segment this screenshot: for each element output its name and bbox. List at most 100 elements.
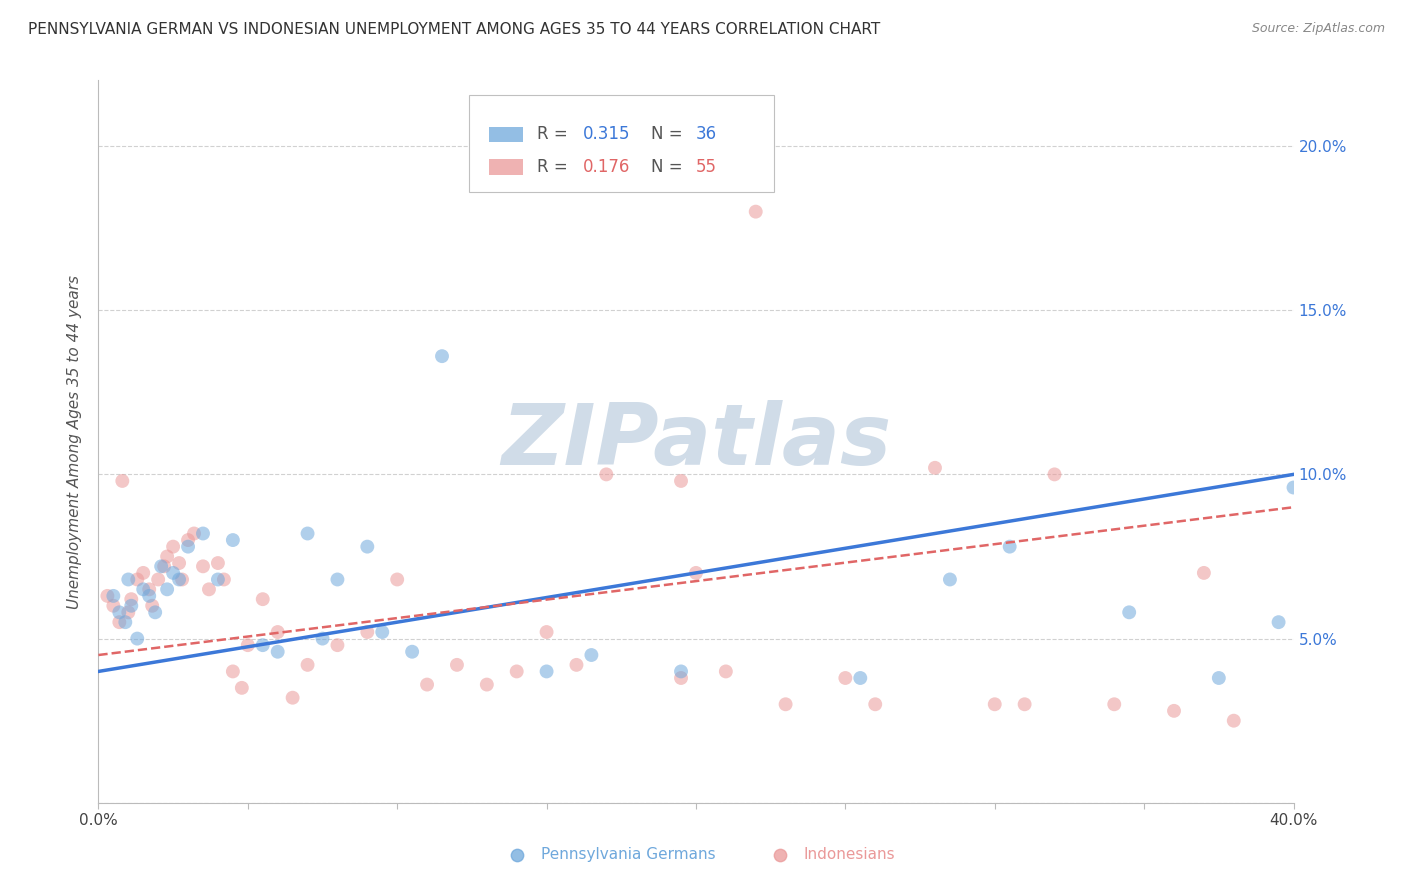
Point — [536, 665, 558, 679]
Point — [222, 665, 245, 679]
Point — [416, 677, 439, 691]
Point — [1104, 698, 1126, 712]
Point — [150, 559, 173, 574]
Point — [132, 566, 155, 580]
Point — [430, 349, 453, 363]
Point — [924, 460, 946, 475]
Point — [138, 589, 160, 603]
Point — [162, 566, 184, 580]
Bar — [489, 159, 523, 175]
Point — [236, 638, 259, 652]
Point — [565, 657, 588, 672]
Point — [177, 540, 200, 554]
Point — [191, 559, 214, 574]
Text: Pennsylvania Germans: Pennsylvania Germans — [541, 847, 716, 863]
Point — [1163, 704, 1185, 718]
Point — [167, 556, 190, 570]
Point — [108, 605, 131, 619]
Point — [117, 573, 139, 587]
Point — [356, 540, 378, 554]
Bar — [489, 127, 523, 143]
Text: 0.176: 0.176 — [582, 158, 630, 176]
Point — [198, 582, 221, 597]
Point — [138, 582, 160, 597]
Point — [326, 573, 349, 587]
Point — [127, 632, 149, 646]
Point — [132, 582, 155, 597]
Point — [183, 526, 205, 541]
Text: 0.315: 0.315 — [582, 126, 630, 144]
Point — [212, 573, 235, 587]
Point — [191, 526, 214, 541]
Point — [834, 671, 856, 685]
Point — [1043, 467, 1066, 482]
Point — [207, 556, 229, 570]
Text: Indonesians: Indonesians — [804, 847, 896, 863]
Point — [252, 592, 274, 607]
Point — [581, 648, 603, 662]
Point — [252, 638, 274, 652]
Point — [153, 559, 176, 574]
Point — [1192, 566, 1215, 580]
Point — [143, 605, 166, 619]
Point — [96, 589, 118, 603]
Point — [177, 533, 200, 547]
Point — [117, 605, 139, 619]
Point — [775, 698, 797, 712]
Point — [745, 204, 768, 219]
Point — [475, 677, 498, 691]
Point — [120, 599, 142, 613]
Point — [267, 625, 290, 640]
Point — [371, 625, 394, 640]
Point — [1282, 481, 1305, 495]
Point — [127, 573, 149, 587]
Point — [156, 549, 179, 564]
Point — [1118, 605, 1140, 619]
Point — [162, 540, 184, 554]
Point — [120, 592, 142, 607]
Point — [669, 665, 692, 679]
Point — [685, 566, 707, 580]
Y-axis label: Unemployment Among Ages 35 to 44 years: Unemployment Among Ages 35 to 44 years — [67, 275, 83, 608]
Point — [141, 599, 163, 613]
Point — [267, 645, 290, 659]
Text: 55: 55 — [696, 158, 717, 176]
Point — [103, 599, 125, 613]
Text: R =: R = — [537, 158, 574, 176]
Point — [536, 625, 558, 640]
Text: R =: R = — [537, 126, 574, 144]
Point — [506, 665, 529, 679]
Point — [865, 698, 887, 712]
Point — [1208, 671, 1230, 685]
Point — [984, 698, 1007, 712]
Point — [849, 671, 872, 685]
Point — [1014, 698, 1036, 712]
Text: N =: N = — [651, 158, 688, 176]
Text: ZIPatlas: ZIPatlas — [501, 400, 891, 483]
Point — [669, 474, 692, 488]
Point — [103, 589, 125, 603]
Point — [998, 540, 1021, 554]
Point — [297, 657, 319, 672]
Text: Source: ZipAtlas.com: Source: ZipAtlas.com — [1251, 22, 1385, 36]
Point — [939, 573, 962, 587]
Point — [385, 573, 409, 587]
Point — [108, 615, 131, 630]
Text: N =: N = — [651, 126, 688, 144]
Point — [114, 615, 136, 630]
Point — [172, 573, 194, 587]
Point — [297, 526, 319, 541]
Point — [231, 681, 253, 695]
Point — [326, 638, 349, 652]
Point — [1223, 714, 1246, 728]
Point — [595, 467, 617, 482]
Point — [222, 533, 245, 547]
Point — [401, 645, 423, 659]
FancyBboxPatch shape — [470, 95, 773, 193]
Point — [111, 474, 134, 488]
Point — [356, 625, 378, 640]
Point — [311, 632, 333, 646]
Text: PENNSYLVANIA GERMAN VS INDONESIAN UNEMPLOYMENT AMONG AGES 35 TO 44 YEARS CORRELA: PENNSYLVANIA GERMAN VS INDONESIAN UNEMPL… — [28, 22, 880, 37]
Point — [446, 657, 468, 672]
Point — [167, 573, 190, 587]
